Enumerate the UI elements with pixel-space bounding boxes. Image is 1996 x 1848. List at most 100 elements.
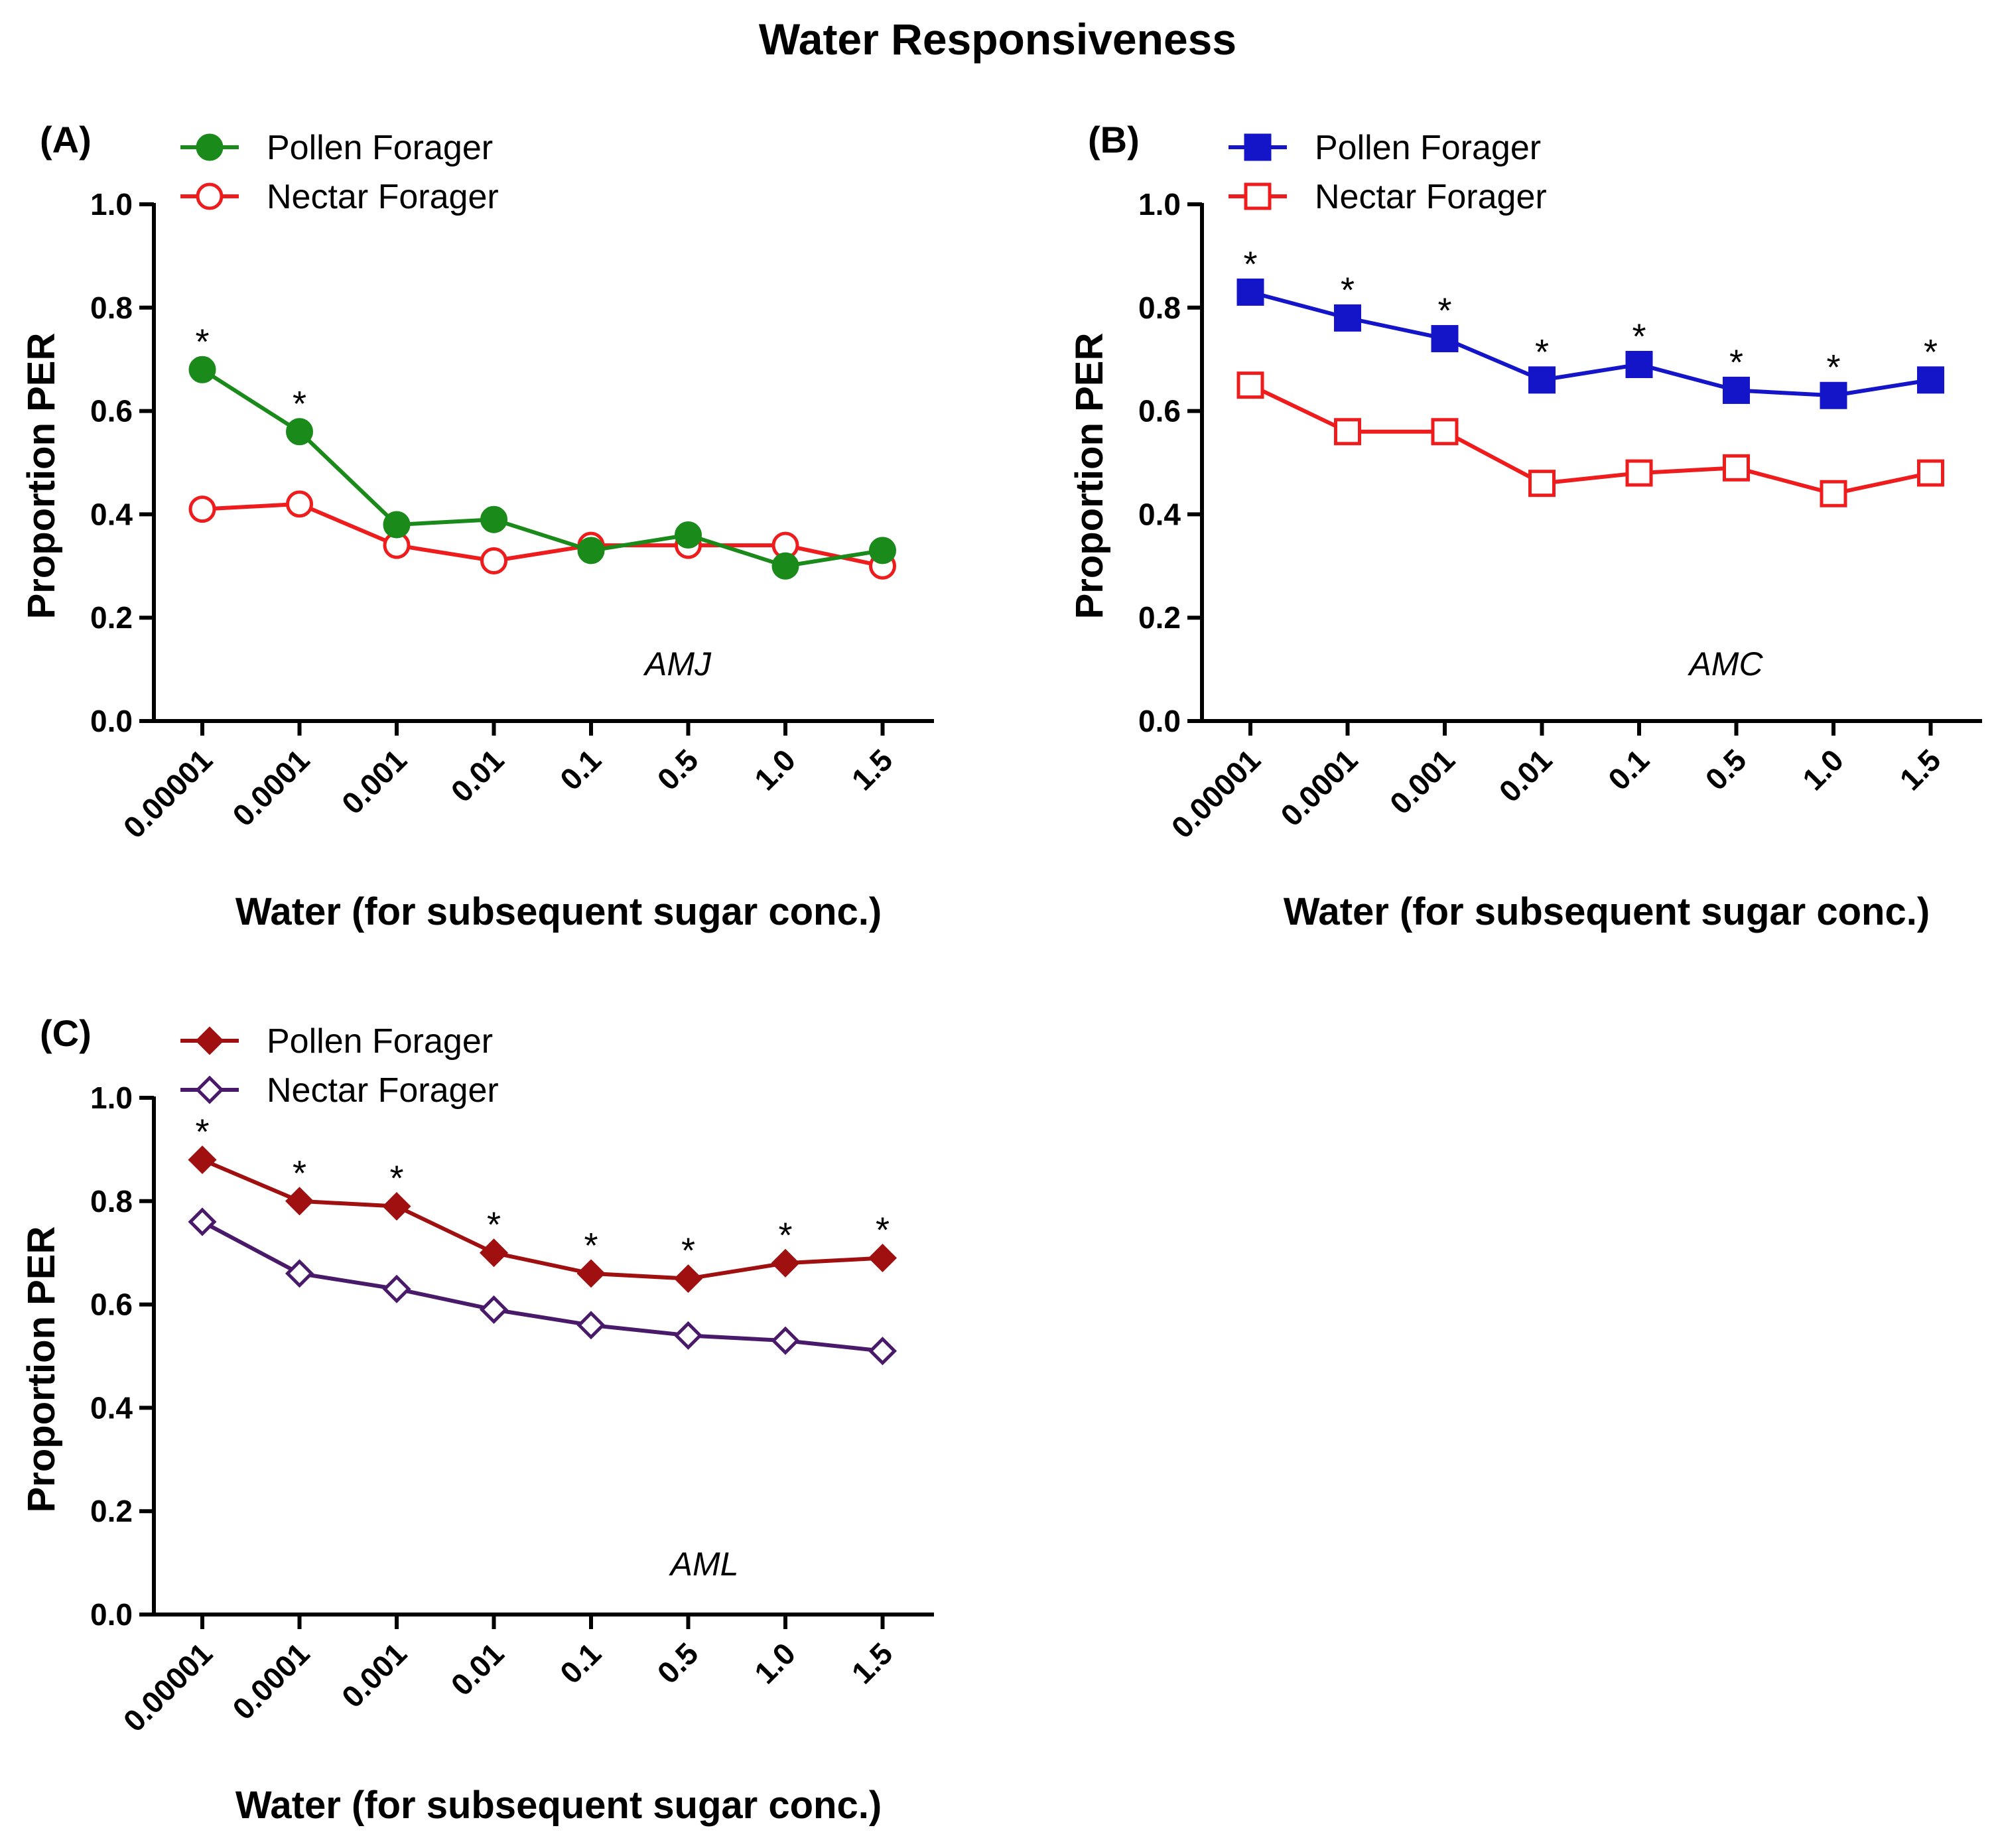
data-point — [480, 547, 507, 575]
y-tick-label: 0.4 — [90, 1390, 133, 1425]
figure-title: Water Responsiveness — [759, 15, 1236, 64]
y-tick-label: 0.4 — [1138, 497, 1181, 531]
y-tick-label: 0.8 — [1138, 291, 1181, 325]
series-line — [1250, 290, 1931, 398]
significance-star: * — [1729, 342, 1743, 382]
data-point — [285, 1259, 314, 1288]
significance-star: * — [195, 322, 209, 362]
panel-c: 0.0 0.2 0.4 0.6 0.8 1.0 0.00001 0.0001 0.001 0.01… — [20, 1012, 934, 1827]
legend-marker — [196, 133, 224, 161]
significance-star: * — [876, 1210, 890, 1250]
x-tick-label: 0.00001 — [117, 742, 219, 844]
data-point — [1820, 480, 1847, 507]
panel-b: 0.0 0.2 0.4 0.6 0.8 1.0 0.00001 0.0001 0.001 0.01… — [1068, 119, 1982, 933]
panel-label: (A) — [40, 119, 92, 161]
significance-star: * — [389, 1159, 403, 1199]
legend-item-nectar: Nectar Forager — [180, 1071, 499, 1110]
significance-star: * — [1243, 244, 1257, 284]
series-nectar — [188, 1207, 898, 1366]
significance-star: * — [1341, 270, 1355, 310]
data-point — [480, 505, 507, 533]
x-axis-title: Water (for subsequent sugar conc.) — [235, 1784, 882, 1827]
legend-label: Pollen Forager — [267, 129, 493, 167]
panel-label: (B) — [1088, 119, 1140, 161]
data-point — [382, 1192, 411, 1221]
series-line — [202, 501, 884, 568]
panel-label: (C) — [40, 1012, 92, 1054]
y-axis-title: Proportion PER — [20, 333, 63, 620]
data-point — [286, 490, 313, 518]
data-point — [1723, 376, 1750, 404]
x-tick-label: 1.0 — [1796, 742, 1850, 797]
strain-annotation: AMC — [1687, 645, 1763, 683]
series-line — [1249, 383, 1932, 496]
x-tick-label: 0.0001 — [1274, 742, 1364, 832]
x-tick-label: 0.00001 — [1165, 742, 1267, 844]
data-point — [771, 552, 799, 580]
legend-marker — [195, 1026, 224, 1055]
data-point — [577, 537, 605, 564]
x-tick-label: 0.00001 — [117, 1636, 219, 1738]
data-point — [576, 1259, 606, 1288]
strain-annotation: AML — [669, 1546, 739, 1583]
data-point — [382, 1274, 411, 1303]
legend-label: Nectar Forager — [267, 1071, 499, 1110]
x-tick-label: 0.001 — [1383, 742, 1461, 821]
y-tick-label: 0.2 — [1138, 600, 1181, 635]
significance-star: * — [1632, 316, 1646, 356]
data-point — [1528, 470, 1556, 497]
x-tick-label: 0.0001 — [226, 1636, 316, 1726]
legend-item-pollen: Pollen Forager — [180, 129, 493, 167]
significance-star: * — [487, 1205, 501, 1245]
panel-a: 0.0 0.2 0.4 0.6 0.8 1.0 0.00001 0.0001 0.001 0.01… — [20, 119, 934, 933]
x-tick-label: 0.01 — [444, 1636, 510, 1702]
legend: Pollen Forager Nectar Forager — [180, 1022, 499, 1110]
series-pollen: * * * * * * * * — [1236, 244, 1944, 409]
x-tick-label: 1.0 — [748, 742, 802, 797]
data-point — [1625, 350, 1653, 378]
legend-marker — [195, 1075, 224, 1104]
series-pollen: ** — [188, 322, 896, 580]
x-tick-label: 0.0001 — [226, 742, 316, 832]
data-point — [479, 1295, 509, 1324]
legend-label: Nectar Forager — [1315, 178, 1547, 216]
significance-star: * — [293, 1154, 306, 1193]
series-line — [201, 367, 883, 568]
legend: Pollen Forager Nectar Forager — [1229, 129, 1547, 216]
significance-star: * — [681, 1231, 695, 1271]
data-point — [869, 537, 896, 564]
significance-star: * — [195, 1112, 209, 1152]
data-point — [1528, 366, 1556, 394]
x-tick-label: 0.5 — [651, 1636, 705, 1690]
y-tick-label: 0.8 — [90, 1184, 133, 1219]
y-tick-label: 0.0 — [90, 1597, 133, 1632]
series-line — [201, 1220, 883, 1353]
significance-star: * — [584, 1226, 598, 1266]
series-nectar — [1236, 371, 1944, 507]
legend-marker — [1244, 182, 1272, 210]
data-point — [1917, 459, 1944, 487]
x-tick-label: 0.01 — [1492, 742, 1558, 809]
x-tick-label: 1.5 — [845, 742, 899, 797]
x-tick-label: 0.01 — [444, 742, 510, 809]
x-tick-label: 1.5 — [845, 1636, 899, 1690]
x-tick-label: 1.5 — [1893, 742, 1948, 797]
data-point — [1820, 381, 1847, 409]
data-point — [1625, 459, 1653, 487]
panels: 0.00.20.40.60.81.00.00001 0.0001 0.001 0.01… — [20, 119, 1982, 1827]
significance-star: * — [293, 384, 306, 424]
x-tick-label: 0.1 — [553, 742, 608, 797]
y-axis-title: Proportion PER — [20, 1226, 63, 1513]
data-point — [868, 1243, 898, 1273]
y-tick-label: 0.2 — [90, 1494, 133, 1528]
legend-label: Nectar Forager — [267, 178, 499, 216]
legend-marker — [196, 182, 224, 210]
legend-item-pollen: Pollen Forager — [180, 1022, 493, 1061]
legend-label: Pollen Forager — [1315, 129, 1541, 167]
data-point — [188, 356, 216, 383]
significance-star: * — [1535, 332, 1549, 372]
data-point — [868, 1337, 898, 1366]
legend-marker — [1244, 133, 1272, 161]
x-tick-label: 0.001 — [335, 1636, 413, 1714]
data-point — [576, 1311, 606, 1340]
